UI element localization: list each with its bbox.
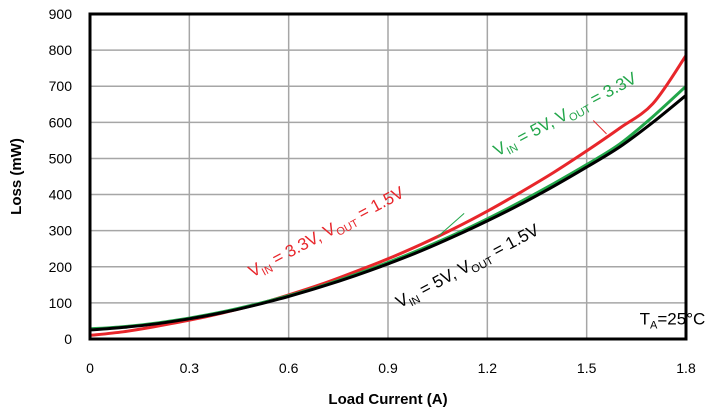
annotation-text-part: IN: [407, 293, 422, 309]
annotation-text-part: = 3.3V, V: [265, 219, 339, 271]
annotation-text-part: A: [650, 319, 658, 331]
annotation-ambient-temperature: TA=25°C: [640, 310, 706, 332]
y-tick-label: 800: [49, 42, 73, 58]
x-tick-label: 1.8: [676, 360, 696, 376]
x-tick-label: 0: [86, 360, 94, 376]
annotation-pointer: [592, 120, 607, 135]
annotation-text-part: = 5V, V: [412, 256, 474, 301]
annotation-pointer: [437, 212, 465, 238]
x-tick-label: 1.2: [478, 360, 498, 376]
annotation-text-part: =25°C: [657, 310, 705, 329]
x-axis-title: Load Current (A): [328, 391, 447, 408]
annotation-text-part: IN: [260, 263, 275, 279]
x-tick-label: 0.3: [180, 360, 200, 376]
y-tick-label: 400: [49, 187, 73, 203]
series-line-vin-5v-vout-1v5: [89, 94, 687, 332]
y-tick-label: 200: [49, 259, 73, 275]
x-tick-label: 1.5: [577, 360, 597, 376]
annotation-vin-3v3-vout-1v5: VIN = 3.3V, VOUT = 1.5V: [245, 183, 409, 284]
annotation-text-part: = 1.5V: [350, 183, 407, 226]
y-tick-label: 900: [49, 6, 73, 22]
y-tick-label: 300: [49, 223, 73, 239]
annotation-text-part: T: [640, 310, 650, 329]
y-tick-label: 500: [49, 150, 73, 166]
y-tick-label: 100: [49, 295, 73, 311]
grid-lines: [89, 13, 687, 340]
plot-frame: [88, 12, 688, 341]
annotation-text-part: = 3.3V: [583, 68, 640, 111]
x-tick-label: 0.9: [378, 360, 398, 376]
y-tick-label: 0: [64, 331, 72, 347]
x-tick-label: 0.6: [279, 360, 299, 376]
y-tick-label: 700: [49, 78, 73, 94]
annotation-text-part: = 1.5V: [485, 220, 542, 263]
y-tick-label: 600: [49, 114, 73, 130]
x-tick-labels: 0 0.3 0.6 0.9 1.2 1.5 1.8: [86, 360, 696, 376]
y-tick-labels: 0 100 200 300 400 500 600 700 800 900: [49, 6, 73, 347]
annotation-text-part: = 5V, V: [510, 105, 572, 150]
annotation-pointers: [437, 120, 607, 238]
series-lines: [89, 54, 688, 337]
annotation-text-part: IN: [505, 142, 520, 158]
y-axis-title: Loss (mW): [8, 138, 25, 215]
